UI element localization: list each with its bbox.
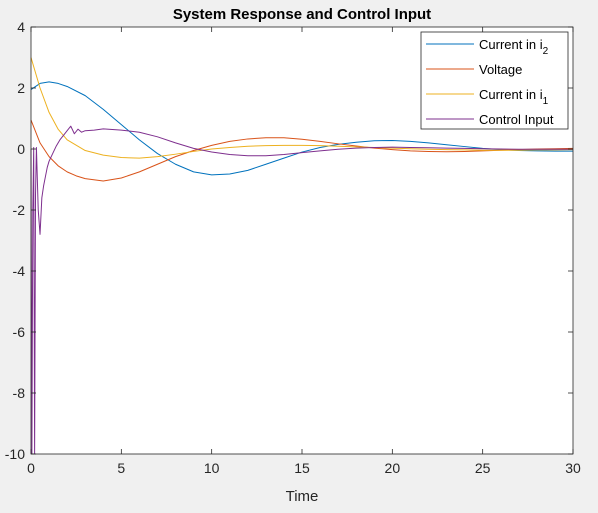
legend-label: Voltage xyxy=(479,62,522,77)
y-tick-label: 4 xyxy=(17,19,25,35)
legend-label-subscript: 1 xyxy=(543,96,549,107)
y-tick-label: 0 xyxy=(17,141,25,157)
x-tick-label: 20 xyxy=(385,460,401,476)
series-line-2 xyxy=(30,119,574,182)
y-tick-label: -8 xyxy=(13,385,26,401)
legend-label-text: Control Input xyxy=(479,112,554,127)
y-tick-label: -2 xyxy=(13,202,26,218)
legend-label-subscript: 2 xyxy=(543,46,549,57)
x-tick-label: 25 xyxy=(475,460,491,476)
x-tick-label: 0 xyxy=(27,460,35,476)
legend-label-text: Current in i xyxy=(479,87,543,102)
x-tick-label: 15 xyxy=(294,460,310,476)
y-tick-label: 2 xyxy=(17,80,25,96)
y-tick-label: -6 xyxy=(13,324,26,340)
chart-title: System Response and Control Input xyxy=(173,6,431,23)
x-tick-label: 5 xyxy=(117,460,125,476)
legend-box xyxy=(420,31,569,130)
series-layer xyxy=(30,57,574,455)
x-tick-label: 30 xyxy=(565,460,581,476)
series-line-4 xyxy=(30,125,573,455)
series-line-1 xyxy=(30,81,573,176)
series-line-3 xyxy=(30,57,574,159)
legend-label: Control Input xyxy=(479,112,554,127)
legend-label: Current in i1 xyxy=(479,87,549,107)
legend-label-text: Voltage xyxy=(479,62,522,77)
legend-label: Current in i2 xyxy=(479,37,549,57)
y-tick-label: -10 xyxy=(5,446,25,462)
x-tick-label: 10 xyxy=(204,460,220,476)
y-tick-label: -4 xyxy=(13,263,26,279)
legend-label-text: Current in i xyxy=(479,37,543,52)
x-axis-label: Time xyxy=(286,488,319,505)
